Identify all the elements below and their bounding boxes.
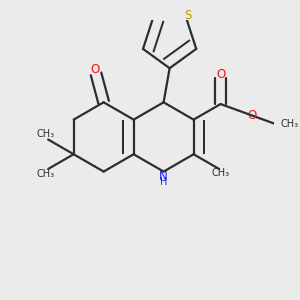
Text: CH₃: CH₃ <box>212 169 230 178</box>
Text: CH₃: CH₃ <box>37 129 55 139</box>
Text: S: S <box>184 9 191 22</box>
Text: CH₃: CH₃ <box>37 169 55 179</box>
Text: N: N <box>159 170 168 184</box>
Text: O: O <box>90 64 99 76</box>
Text: O: O <box>217 68 226 81</box>
Text: H: H <box>160 177 167 187</box>
Text: CH₃: CH₃ <box>281 118 299 129</box>
Text: O: O <box>247 109 256 122</box>
